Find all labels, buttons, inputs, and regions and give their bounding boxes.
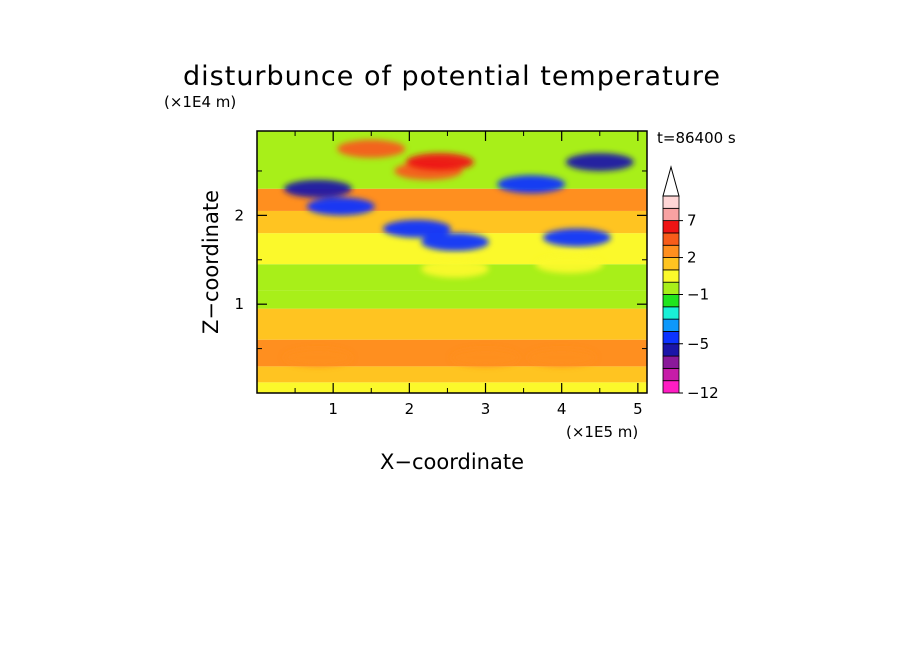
field-feature	[527, 348, 596, 367]
colorbar-segment	[662, 343, 680, 357]
field-band	[257, 366, 647, 383]
field-feature	[382, 219, 451, 238]
field-band	[257, 382, 647, 393]
colorbar-segment	[662, 220, 680, 234]
time-label: t=86400 s	[657, 129, 736, 147]
colorbar-segment	[662, 207, 680, 222]
field-feature	[421, 233, 490, 252]
field-features	[283, 139, 634, 367]
field-feature	[306, 197, 375, 216]
plot-frame	[256, 130, 648, 394]
y-axis-label: Z−coordinate	[199, 190, 223, 334]
colorbar-segment	[662, 244, 680, 258]
field-feature	[542, 228, 611, 247]
y-unit-label: (×1E4 m)	[164, 93, 236, 111]
field-feature	[565, 153, 634, 172]
field-feature	[421, 259, 490, 278]
colorbar-segment	[662, 367, 680, 382]
colorbar-segment	[662, 355, 680, 369]
field-feature	[283, 179, 352, 198]
y-axis: 12	[234, 170, 647, 350]
colorbar-label: −5	[687, 335, 709, 353]
colorbar-segment	[662, 281, 680, 295]
field-feature	[535, 255, 604, 274]
y-tick-label: 1	[234, 295, 244, 313]
x-unit-label: (×1E5 m)	[566, 423, 638, 441]
x-tick-label: 5	[633, 400, 643, 418]
colorbar-extend-arrow	[662, 165, 680, 197]
x-axis: 1 2 3 4 5	[294, 131, 643, 418]
colorbar-segment	[662, 232, 680, 246]
colorbar: 7 2 −1 −5 −12	[662, 165, 719, 402]
colorbar-label: 2	[687, 249, 697, 267]
field-feature	[337, 139, 406, 158]
colorbar-segment	[662, 380, 680, 394]
colorbar-segment	[662, 318, 680, 332]
contour-field	[257, 131, 647, 393]
colorbar-segment	[662, 195, 680, 209]
x-tick-label: 1	[328, 400, 338, 418]
field-feature	[405, 153, 474, 172]
colorbar-label: 7	[687, 212, 697, 230]
x-tick-label: 4	[557, 400, 567, 418]
x-tick-label: 2	[405, 400, 415, 418]
colorbar-segment	[662, 257, 680, 271]
field-feature	[497, 175, 566, 194]
field-feature	[451, 348, 520, 367]
colorbar-segment	[662, 269, 680, 283]
field-band	[257, 308, 647, 340]
colorbar-segment	[662, 306, 680, 320]
field-feature	[283, 348, 352, 367]
field-band	[257, 290, 647, 309]
x-axis-label: X−coordinate	[380, 450, 524, 474]
chart-title: disturbunce of potential temperature	[183, 61, 721, 92]
colorbar-segment	[662, 294, 680, 308]
colorbar-segment	[662, 331, 680, 345]
field-band	[257, 210, 647, 234]
colorbar-label: −12	[687, 384, 719, 402]
x-tick-label: 3	[481, 400, 491, 418]
colorbar-label: −1	[687, 286, 709, 304]
y-tick-label: 2	[234, 206, 244, 224]
